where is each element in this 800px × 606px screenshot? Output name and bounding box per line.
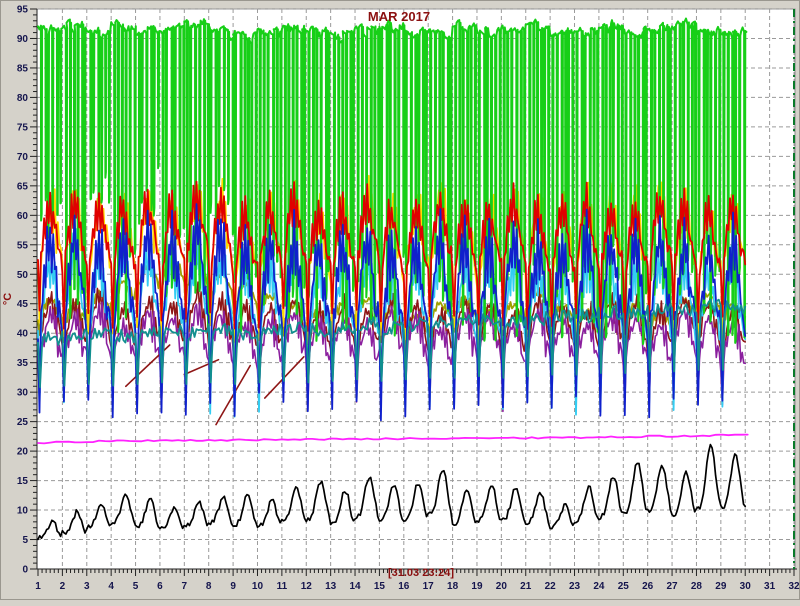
series-line-series-teal — [37, 298, 747, 389]
x-tick-label: 21 — [520, 581, 532, 592]
x-tick-label: 8 — [206, 581, 212, 592]
x-tick-label: 19 — [471, 581, 483, 592]
x-tick-label: 13 — [325, 581, 337, 592]
y-tick-label: 85 — [17, 63, 29, 74]
y-tick-label: 50 — [17, 270, 29, 281]
y-tick-label: 95 — [17, 5, 29, 16]
x-tick-label: 14 — [349, 581, 361, 592]
x-tick-label: 18 — [447, 581, 459, 592]
y-tick-label: 75 — [17, 122, 29, 133]
x-tick-label: 31 — [764, 581, 776, 592]
y-tick-label: 55 — [17, 240, 29, 251]
x-tick-label: 10 — [252, 581, 264, 592]
x-tick-label: 16 — [398, 581, 410, 592]
x-tick-label: 32 — [788, 581, 800, 592]
x-tick-label: 27 — [667, 581, 679, 592]
y-tick-label: 10 — [17, 506, 29, 517]
x-tick-label: 20 — [496, 581, 508, 592]
series-line-series-blue — [37, 203, 747, 422]
series-line-series-purple — [37, 301, 747, 413]
y-tick-label: 35 — [17, 358, 29, 369]
y-tick-label: 60 — [17, 211, 29, 222]
series-line-series-red — [37, 180, 747, 336]
y-tick-label: 90 — [17, 34, 29, 45]
x-tick-label: 3 — [84, 581, 90, 592]
x-tick-label: 29 — [715, 581, 727, 592]
x-tick-label: 12 — [301, 581, 313, 592]
x-tick-label: 26 — [642, 581, 654, 592]
x-tick-label: 15 — [374, 581, 386, 592]
series-line-series-maroon-ramp — [215, 364, 251, 426]
series-line-series-black-outdoor — [37, 443, 747, 541]
y-axis-unit-label: °C — [2, 293, 14, 305]
x-tick-label: 1 — [35, 581, 41, 592]
series-line-series-maroon-ramp — [183, 358, 220, 376]
y-tick-label: 15 — [17, 476, 29, 487]
x-tick-label: 6 — [157, 581, 163, 592]
y-tick-label: 45 — [17, 299, 29, 310]
x-tick-label: 11 — [277, 581, 288, 592]
y-tick-label: 5 — [22, 535, 28, 546]
x-tick-label: 5 — [133, 581, 139, 592]
x-tick-label: 17 — [423, 581, 435, 592]
y-tick-label: 80 — [17, 93, 29, 104]
y-tick-label: 65 — [17, 181, 29, 192]
x-tick-label: 7 — [182, 581, 188, 592]
y-tick-label: 0 — [22, 565, 28, 576]
cursor-timestamp-label: [31.03 23:24] — [388, 567, 454, 579]
y-tick-label: 30 — [17, 388, 29, 399]
x-tick-label: 28 — [691, 581, 703, 592]
series-line-series-green — [37, 17, 748, 346]
series-lines — [37, 17, 749, 541]
x-tick-label: 23 — [569, 581, 581, 592]
x-tick-label: 2 — [60, 581, 66, 592]
chart-title: MAR 2017 — [368, 9, 430, 24]
x-tick-label: 4 — [108, 581, 114, 592]
x-tick-label: 30 — [740, 581, 752, 592]
x-tick-label: 22 — [545, 581, 557, 592]
x-tick-label: 9 — [230, 581, 236, 592]
y-tick-label: 40 — [17, 329, 29, 340]
y-tick-label: 25 — [17, 417, 29, 428]
series-line-series-magenta — [37, 433, 749, 445]
x-tick-label: 24 — [593, 581, 605, 592]
axes — [30, 8, 797, 576]
y-tick-label: 70 — [17, 152, 29, 163]
x-tick-label: 25 — [618, 581, 630, 592]
y-tick-label: 20 — [17, 447, 29, 458]
